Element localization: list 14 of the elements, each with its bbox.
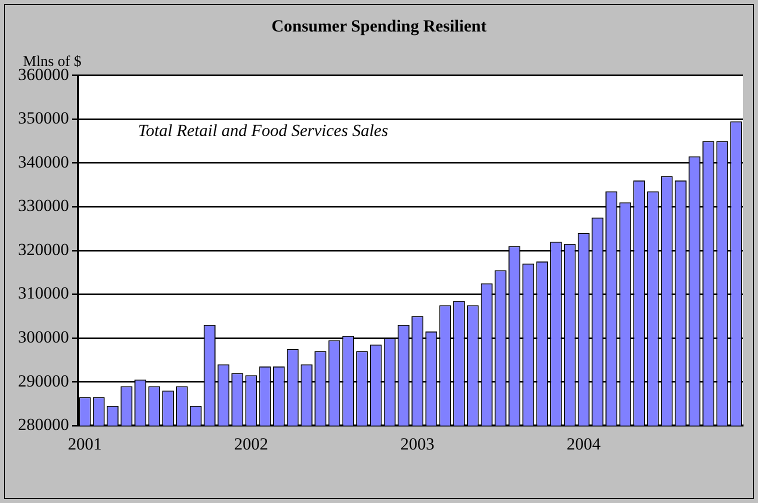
x-tick-label: 2003 [400, 434, 434, 454]
y-tick-label: 330000 [18, 196, 69, 216]
y-tick-label: 280000 [18, 415, 69, 434]
y-tick-label: 320000 [18, 240, 69, 259]
x-tick-label: 2004 [566, 434, 602, 454]
x-tick-label: 2001 [68, 434, 102, 454]
y-tick-label: 310000 [18, 284, 69, 303]
y-tick-label: 290000 [18, 371, 69, 390]
y-tick-label: 340000 [18, 152, 69, 172]
annotation: Total Retail and Food Services Sales [138, 120, 388, 140]
chart-title: Consumer Spending Resilient [271, 16, 487, 36]
y-tick-label: 350000 [18, 108, 69, 128]
x-tick-label: 2002 [234, 434, 268, 454]
y-tick-label: 300000 [18, 328, 69, 347]
